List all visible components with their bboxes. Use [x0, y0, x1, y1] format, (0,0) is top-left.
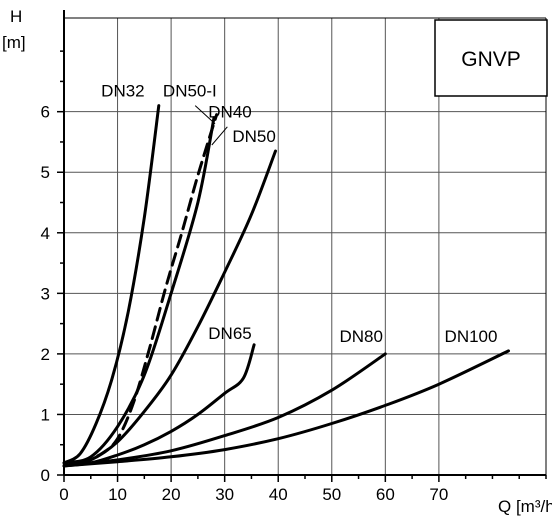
series-line-dn50 [62, 149, 277, 468]
leader-line-dn40 [211, 126, 228, 146]
x-tick-label: 0 [59, 485, 68, 504]
series-label-dn65: DN65 [208, 324, 251, 343]
x-tick-label: 10 [108, 485, 127, 504]
leader-line-dn50-i [194, 105, 216, 125]
y-tick-label: 3 [41, 284, 50, 303]
y-axis-unit: [m] [2, 33, 26, 52]
series-label-dn100: DN100 [445, 327, 498, 346]
x-axis-label: Q [m³/h] [498, 497, 552, 516]
series-line-dn65 [62, 343, 256, 468]
series-line-dn80 [62, 352, 387, 468]
axes: 0 10 20 30 40 50 60 70 0 1 2 3 4 5 6 [41, 10, 547, 504]
x-tick-label: 50 [322, 485, 341, 504]
series-label-dn40: DN40 [208, 103, 251, 122]
series-line-dn40 [62, 116, 216, 465]
series-line-dn100 [62, 349, 510, 468]
series-line-dn32 [62, 104, 161, 465]
series [62, 104, 510, 468]
y-tick-label: 1 [41, 405, 50, 424]
series-label-dn50-i: DN50-I [163, 82, 217, 101]
x-tick-label: 30 [215, 485, 234, 504]
x-tick-label: 60 [376, 485, 395, 504]
title-box-frame [434, 19, 548, 97]
series-label-dn80: DN80 [339, 327, 382, 346]
y-tick-label: 6 [41, 103, 50, 122]
series-label-dn32: DN32 [101, 82, 144, 101]
y-tick-label: 2 [41, 345, 50, 364]
series-label-dn50: DN50 [232, 127, 275, 146]
title-box: GNVP [434, 19, 548, 97]
y-axis-label: H [10, 7, 22, 26]
series-labels: DN32 DN50-I DN40 DN50 DN65 DN80 DN100 [101, 82, 497, 346]
chart-title: GNVP [461, 48, 521, 71]
grid [64, 18, 546, 475]
y-tick-label: 0 [41, 466, 50, 485]
x-tick-label: 70 [429, 485, 448, 504]
x-tick-label: 40 [269, 485, 288, 504]
y-tick-label: 5 [41, 163, 50, 182]
y-tick-label: 4 [41, 224, 50, 243]
x-tick-label: 20 [162, 485, 181, 504]
